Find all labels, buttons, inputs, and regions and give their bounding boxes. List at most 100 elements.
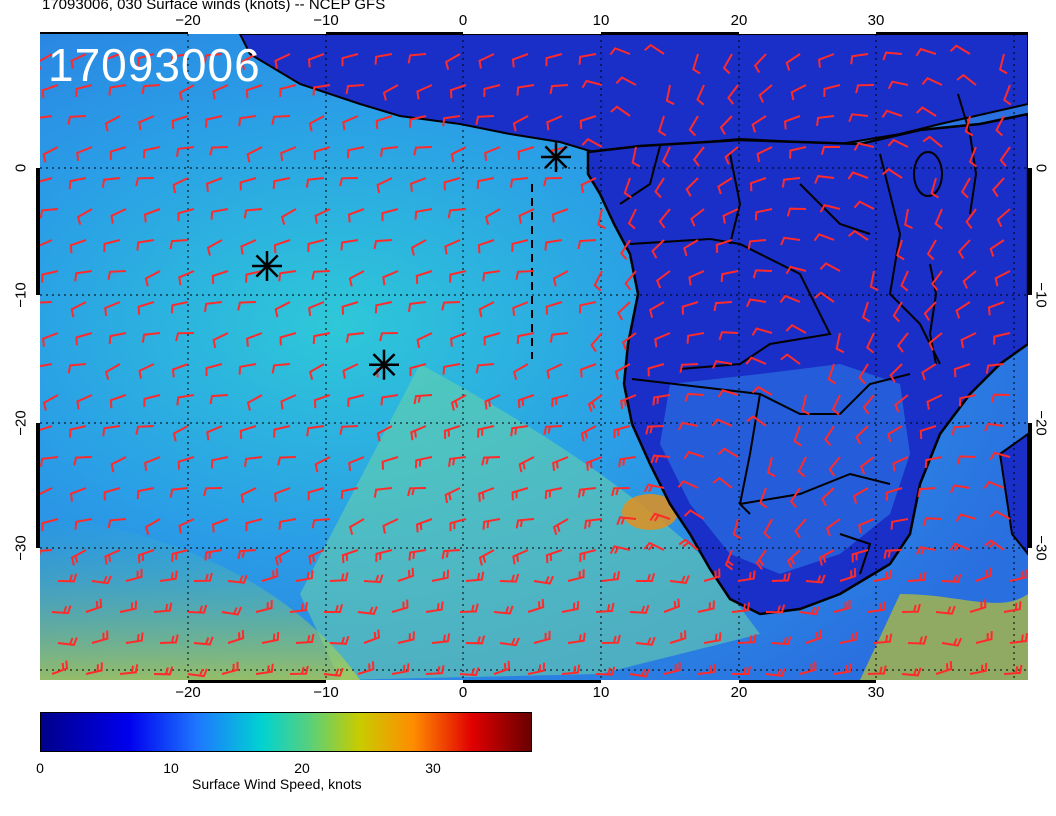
wind-barb (919, 425, 937, 439)
wind-barb (643, 541, 665, 551)
wind-barb (345, 84, 365, 95)
wind-barb (825, 518, 841, 537)
wind-barb (722, 53, 733, 75)
wind-barb (894, 394, 909, 413)
wind-barb (629, 668, 651, 678)
wind-barb (178, 270, 195, 286)
wind-barb (153, 602, 173, 613)
wind-barb (989, 451, 1011, 461)
wind-barb (745, 298, 767, 308)
wind-barb (545, 549, 563, 564)
wind-barb (823, 84, 841, 97)
wind-barb (737, 570, 756, 582)
wind-barb (853, 142, 875, 151)
wind-barb (509, 177, 529, 188)
wind-barb (677, 479, 699, 489)
wind-barb (861, 301, 871, 323)
wind-barb (652, 394, 671, 406)
wind-barb (280, 146, 297, 162)
wind-barb (992, 177, 1005, 198)
wind-barb (144, 270, 161, 287)
wind-barb (549, 332, 569, 343)
wind-map[interactable] (40, 34, 1028, 680)
wind-barb (169, 487, 189, 498)
wind-barb (481, 456, 501, 466)
wind-barb (907, 571, 927, 582)
wind-barb (955, 301, 971, 319)
wind-band (860, 594, 1028, 680)
wind-barb (238, 115, 257, 127)
wind-barb (477, 239, 495, 254)
lon-tick-top: 0 (458, 12, 468, 29)
wind-barb (205, 115, 223, 128)
wind-barb (552, 518, 569, 535)
marker-stroke (372, 353, 396, 377)
lon-tick-top: 10 (592, 12, 610, 29)
lon-tick-top: −10 (313, 12, 339, 29)
wind-barb (994, 270, 1011, 287)
colorbar-tick: 20 (294, 760, 310, 776)
storm-marker-2[interactable] (252, 251, 282, 281)
wind-barb (414, 208, 433, 220)
wind-barb (70, 549, 87, 566)
wind-barb (648, 301, 665, 318)
wind-barb (379, 332, 399, 342)
wind-barb (239, 425, 257, 439)
wind-barb (57, 637, 78, 646)
wind-barb (601, 634, 621, 644)
wind-barb (697, 663, 716, 675)
wind-barb (512, 549, 529, 565)
wind-barb (858, 518, 875, 534)
wind-barb (623, 177, 632, 199)
lon-tick-bottom: 10 (592, 684, 610, 701)
wind-barb (85, 662, 103, 675)
storm-marker-1[interactable] (541, 142, 571, 172)
wind-barb (203, 53, 223, 64)
wind-barb (193, 636, 214, 646)
wind-barb (441, 549, 461, 560)
wind-barb (246, 394, 263, 411)
wind-barb (221, 661, 239, 675)
wind-barb (915, 546, 937, 555)
wind-barb (73, 456, 93, 466)
storm-marker-3[interactable] (369, 349, 399, 380)
wind-barb (307, 53, 325, 68)
wind-barb (40, 363, 53, 368)
wind-barb (76, 146, 93, 162)
wind-barb (984, 422, 1005, 432)
graticule (40, 34, 1028, 680)
wind-barb (780, 236, 801, 246)
wind-barb (732, 666, 752, 675)
wind-barb (341, 301, 359, 315)
wind-barb (618, 456, 637, 468)
wind-barb (357, 606, 378, 615)
wind-barb (983, 480, 1005, 489)
wind-barb (746, 415, 767, 427)
wind-barb (1009, 569, 1027, 582)
wind-barb (137, 53, 155, 67)
wind-barb (915, 47, 937, 57)
wind-barb (40, 115, 53, 119)
wind-barb (517, 146, 535, 160)
wind-barb (819, 203, 841, 213)
wind-barb (926, 394, 943, 410)
wind-barb (996, 208, 1011, 228)
wind-barb (441, 301, 461, 311)
wind-barb (40, 239, 53, 247)
wind-barb (763, 518, 773, 540)
wind-barb (737, 634, 757, 644)
wind-barb (751, 327, 773, 336)
wind-barb (274, 487, 291, 502)
wind-barb (40, 487, 53, 503)
wind-barb (141, 332, 161, 343)
wind-barb (205, 363, 223, 377)
wind-barb (968, 146, 977, 168)
lon-tick-bottom: 30 (867, 684, 885, 701)
wind-barb (375, 115, 393, 129)
wind-barb (853, 200, 875, 210)
wind-barb (759, 487, 768, 509)
wind-barb (848, 113, 869, 123)
wind-barb (805, 629, 823, 644)
wind-barb (512, 115, 529, 132)
wind-barb (923, 301, 937, 321)
